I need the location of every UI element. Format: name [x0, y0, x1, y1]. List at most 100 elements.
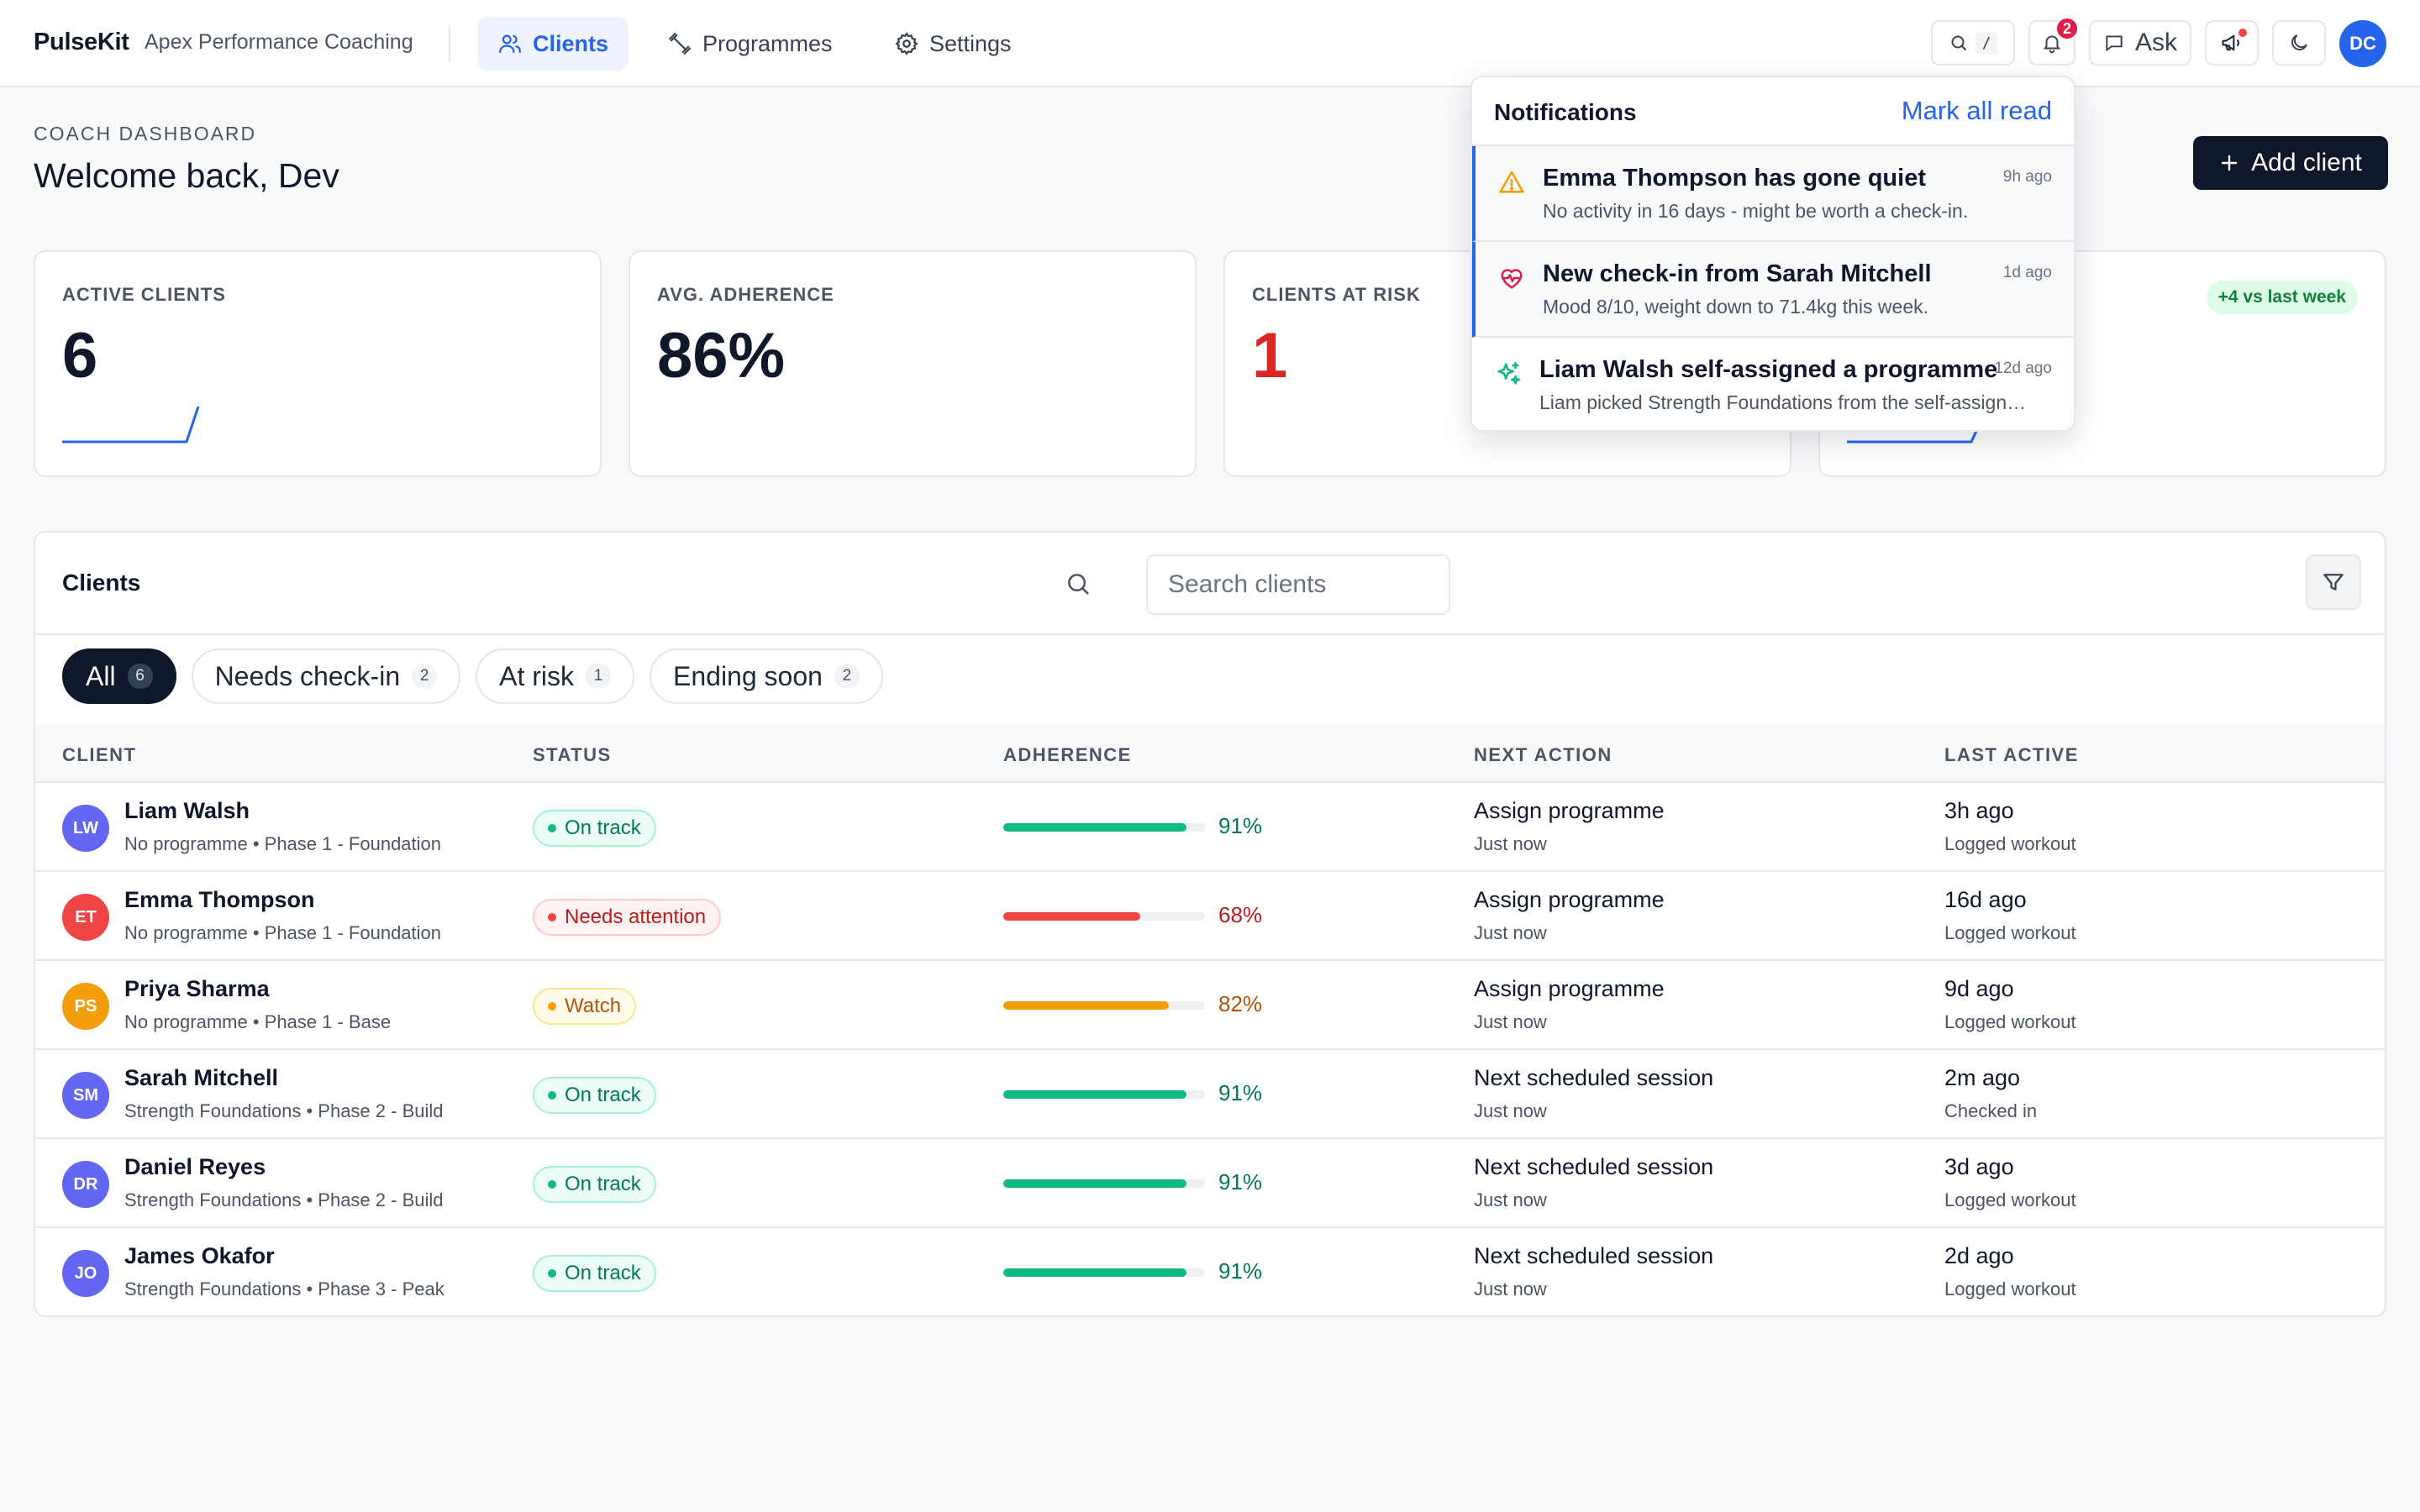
top-nav-bar: PulseKit Apex Performance Coaching Clien… [0, 0, 2420, 87]
chip-label: Needs check-in [214, 660, 401, 691]
chip-label: At risk [499, 660, 574, 691]
column-header-last-active[interactable]: LAST ACTIVE [1944, 744, 2079, 765]
plus-icon [2219, 153, 2239, 173]
notification-time: 1d ago [2002, 264, 2052, 281]
next-action-time: Just now [1474, 1100, 1547, 1121]
table-row[interactable]: DR Daniel Reyes Strength Foundations • Pha… [35, 1139, 2385, 1228]
status-dot [548, 1002, 556, 1011]
notifications-button[interactable]: 2 [2028, 17, 2079, 66]
chip-label: All [86, 660, 116, 691]
next-action[interactable]: Next scheduled session [1474, 1243, 1714, 1268]
status-label: On track [565, 1262, 641, 1284]
client-programme: Strength Foundations • Phase 3 - Peak [124, 1278, 445, 1299]
notification-item[interactable]: Emma Thompson has gone quiet No activity… [1472, 146, 2074, 242]
client-avatar: ET [62, 894, 109, 941]
adherence-percent: 91% [1218, 1258, 1263, 1284]
add-client-button[interactable]: Add client [2193, 136, 2388, 190]
user-avatar[interactable]: DC [2339, 20, 2386, 67]
stat-label: ACTIVE CLIENTS [62, 284, 226, 305]
last-active-detail: Logged workout [1944, 1011, 2076, 1032]
mark-all-read-link[interactable]: Mark all read [1901, 96, 2052, 125]
stat-value: 6 [62, 320, 98, 391]
client-name[interactable]: Daniel Reyes [124, 1154, 266, 1179]
filter-button[interactable] [2306, 554, 2361, 610]
stat-label: CLIENTS AT RISK [1252, 284, 1421, 305]
client-programme: Strength Foundations • Phase 2 - Build [124, 1100, 444, 1121]
notification-title: New check-in from Sarah Mitchell [1543, 260, 1932, 287]
next-action-time: Just now [1474, 1189, 1547, 1210]
adherence-bar [1003, 1179, 1205, 1188]
client-name[interactable]: Sarah Mitchell [124, 1065, 279, 1090]
add-client-label: Add client [2251, 149, 2362, 176]
adherence-bar-fill [1003, 1179, 1187, 1188]
moon-icon [2288, 32, 2310, 54]
adherence-percent: 82% [1218, 991, 1263, 1016]
theme-toggle-button[interactable] [2272, 20, 2326, 66]
filter-chip-all[interactable]: All 6 [62, 648, 176, 704]
notification-item[interactable]: Liam Walsh self-assigned a programme Lia… [1472, 338, 2074, 430]
client-programme: Strength Foundations • Phase 2 - Build [124, 1189, 444, 1210]
column-header-next-action[interactable]: NEXT ACTION [1474, 744, 1612, 765]
table-row[interactable]: LW Liam Walsh No programme • Phase 1 - Fou… [35, 783, 2385, 872]
chat-bubble-icon [2103, 32, 2125, 54]
notification-title: Emma Thompson has gone quiet [1543, 165, 1926, 192]
next-action-time: Just now [1474, 833, 1547, 854]
next-action[interactable]: Assign programme [1474, 976, 1665, 1001]
table-row[interactable]: SM Sarah Mitchell Strength Foundations • P… [35, 1050, 2385, 1139]
brand-logo[interactable]: PulseKit [34, 29, 129, 55]
page-title: Welcome back, Dev [34, 156, 339, 195]
filter-chip-needs-check-in[interactable]: Needs check-in 2 [191, 648, 461, 704]
adherence-bar-fill [1003, 912, 1141, 921]
chip-count: 6 [127, 664, 153, 689]
announcements-button[interactable] [2205, 20, 2259, 66]
delta-badge: +4 vs last week [2206, 281, 2358, 314]
last-active: 2m ago [1944, 1065, 2021, 1090]
client-name[interactable]: James Okafor [124, 1243, 275, 1268]
status-label: Needs attention [565, 906, 707, 928]
last-active: 2d ago [1944, 1243, 2014, 1268]
notifications-header: Notifications Mark all read [1472, 77, 2074, 146]
next-action-time: Just now [1474, 1278, 1547, 1299]
client-name[interactable]: Liam Walsh [124, 798, 250, 823]
adherence-bar [1003, 912, 1205, 921]
status-badge: On track [533, 1166, 656, 1203]
client-search-input[interactable] [1146, 554, 1450, 615]
filter-chip-ending-soon[interactable]: Ending soon 2 [650, 648, 883, 704]
client-name[interactable]: Emma Thompson [124, 887, 315, 912]
filter-chips: All 6 Needs check-in 2 At risk 1 Ending … [62, 648, 883, 704]
notification-body: No activity in 16 days - might be worth … [1543, 200, 1969, 222]
nav-divider [449, 25, 450, 62]
next-action[interactable]: Next scheduled session [1474, 1065, 1714, 1090]
filter-chip-at-risk[interactable]: At risk 1 [476, 648, 634, 704]
global-search-button[interactable]: / [1931, 20, 2015, 66]
table-row[interactable]: JO James Okafor Strength Foundations • Pha… [35, 1228, 2385, 1315]
stat-card-active-clients: ACTIVE CLIENTS 6 [34, 250, 602, 477]
column-header-status[interactable]: STATUS [533, 744, 612, 765]
status-dot [548, 913, 556, 921]
chip-label: Ending soon [673, 660, 823, 691]
notification-item[interactable]: New check-in from Sarah Mitchell Mood 8/… [1472, 242, 2074, 338]
client-avatar: DR [62, 1161, 109, 1208]
nav-tab-programmes[interactable]: Programmes [647, 17, 853, 71]
adherence-percent: 68% [1218, 902, 1263, 927]
status-label: On track [565, 1173, 641, 1195]
table-row[interactable]: ET Emma Thompson No programme • Phase 1 - … [35, 872, 2385, 961]
next-action[interactable]: Assign programme [1474, 798, 1665, 823]
table-row[interactable]: PS Priya Sharma No programme • Phase 1 - B… [35, 961, 2385, 1050]
panel-header: Clients [35, 533, 2385, 635]
ask-button[interactable]: Ask [2089, 20, 2191, 66]
nav-tab-clients[interactable]: Clients [477, 17, 629, 71]
next-action[interactable]: Assign programme [1474, 887, 1665, 912]
status-label: On track [565, 1084, 641, 1106]
heart-pulse-icon [1497, 264, 1526, 292]
notification-count-badge: 2 [2055, 17, 2079, 40]
page-eyebrow: COACH DASHBOARD [34, 123, 257, 144]
next-action[interactable]: Next scheduled session [1474, 1154, 1714, 1179]
ask-label: Ask [2134, 29, 2177, 56]
column-header-adherence[interactable]: ADHERENCE [1003, 744, 1132, 765]
column-header-client[interactable]: CLIENT [62, 744, 137, 765]
nav-tab-settings[interactable]: Settings [874, 17, 1032, 71]
client-name[interactable]: Priya Sharma [124, 976, 270, 1001]
client-avatar: SM [62, 1072, 109, 1119]
adherence-bar-fill [1003, 823, 1187, 832]
